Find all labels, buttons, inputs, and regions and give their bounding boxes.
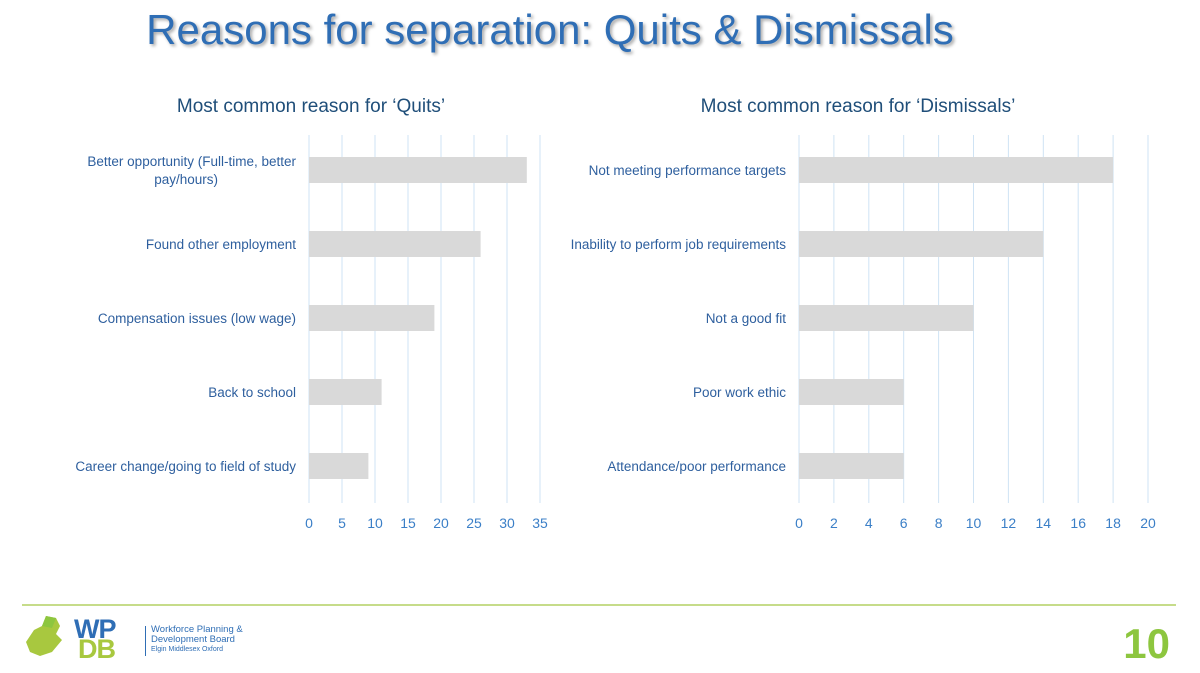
map-region-icon — [26, 616, 62, 656]
quits-tick-label: 25 — [466, 515, 482, 531]
dismissals-tick-label: 16 — [1070, 515, 1086, 531]
dismissals-category-label: Not a good fit — [706, 311, 787, 326]
dismissals-tick-label: 0 — [795, 515, 803, 531]
quits-tick-label: 15 — [400, 515, 416, 531]
logo-line-3: Elgin Middlesex Oxford — [151, 646, 223, 653]
quits-category-label: Career change/going to field of study — [75, 459, 296, 474]
quits-bar — [309, 305, 435, 331]
dismissals-category-label-line: Not meeting performance targets — [589, 163, 787, 178]
logo-letters-wp: WP — [74, 614, 116, 644]
dismissals-chart-title: Most common reason for ‘Dismissals’ — [701, 96, 1016, 117]
quits-category-label-line: Found other employment — [146, 237, 296, 252]
quits-category-label-line: pay/hours) — [154, 172, 218, 187]
quits-category-label: Better opportunity (Full-time, better pay… — [87, 154, 296, 187]
dismissals-category-label-line: Not a good fit — [706, 311, 787, 326]
logo-letters-db: DB — [78, 634, 116, 664]
slide-title: Reasons for separation: Quits & Dismissa… — [146, 6, 954, 53]
footer-divider — [22, 604, 1176, 606]
page-number: 10 — [1123, 620, 1170, 667]
dismissals-bar — [799, 157, 1114, 183]
quits-tick-label: 20 — [433, 515, 449, 531]
quits-tick-label: 5 — [338, 515, 346, 531]
dismissals-bar — [799, 231, 1044, 257]
dismissals-tick-label: 10 — [966, 515, 982, 531]
dismissals-tick-label: 18 — [1105, 515, 1121, 531]
quits-tick-label: 30 — [499, 515, 515, 531]
quits-category-label: Found other employment — [146, 237, 296, 252]
quits-tick-label: 10 — [367, 515, 383, 531]
dismissals-category-label: Inability to perform job requirements — [571, 237, 787, 252]
quits-category-label: Back to school — [208, 385, 296, 400]
dismissals-tick-label: 6 — [900, 515, 908, 531]
dismissals-category-label: Attendance/poor performance — [607, 459, 786, 474]
quits-bar — [309, 231, 481, 257]
dismissals-category-label-line: Attendance/poor performance — [607, 459, 786, 474]
dismissals-tick-label: 4 — [865, 515, 873, 531]
dismissals-category-label-line: Poor work ethic — [693, 385, 786, 400]
dismissals-bar — [799, 379, 904, 405]
dismissals-tick-label: 8 — [935, 515, 943, 531]
quits-category-label-line: Back to school — [208, 385, 296, 400]
logo-line-2: Development Board — [151, 634, 235, 645]
quits-tick-label: 0 — [305, 515, 313, 531]
dismissals-tick-label: 12 — [1001, 515, 1017, 531]
dismissals-category-label: Not meeting performance targets — [589, 163, 787, 178]
dismissals-tick-label: 14 — [1036, 515, 1052, 531]
quits-tick-label: 35 — [532, 515, 548, 531]
logo-line-1: Workforce Planning & — [151, 624, 243, 635]
logo-divider — [145, 626, 146, 656]
dismissals-tick-label: 2 — [830, 515, 838, 531]
quits-bar — [309, 157, 527, 183]
quits-category-label-line: Compensation issues (low wage) — [98, 311, 296, 326]
quits-category-label-line: Better opportunity (Full-time, better — [87, 154, 296, 169]
wpdb-logo: WP DB Workforce Planning & Development B… — [22, 612, 243, 664]
dismissals-bar — [799, 305, 974, 331]
quits-bar — [309, 453, 369, 479]
quits-chart-title: Most common reason for ‘Quits’ — [177, 96, 445, 117]
quits-category-label: Compensation issues (low wage) — [98, 311, 296, 326]
quits-category-label-line: Career change/going to field of study — [75, 459, 296, 474]
dismissals-tick-label: 20 — [1140, 515, 1156, 531]
quits-bar — [309, 379, 382, 405]
dismissals-category-label: Poor work ethic — [693, 385, 786, 400]
logo-text: Workforce Planning & Development Board E… — [151, 625, 261, 654]
dismissals-bar — [799, 453, 904, 479]
dismissals-category-label-line: Inability to perform job requirements — [571, 237, 787, 252]
